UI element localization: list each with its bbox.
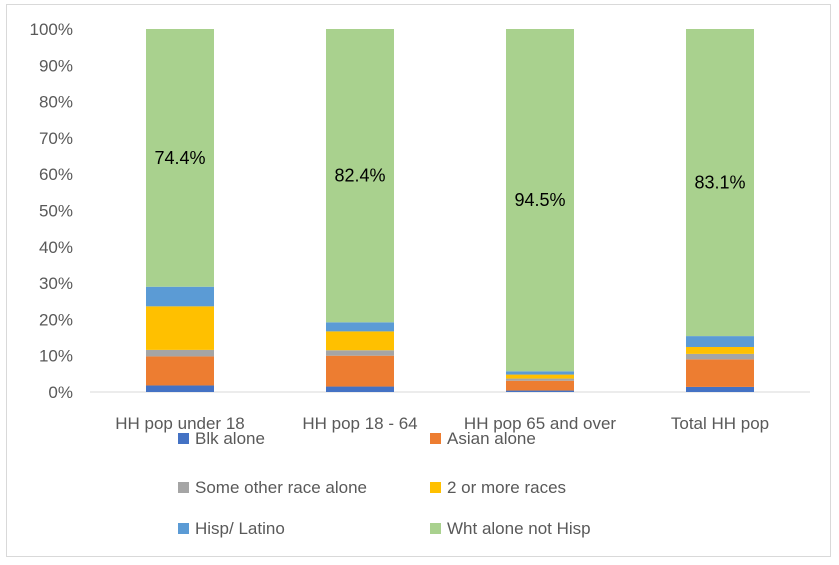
bar-segment	[506, 371, 574, 375]
data-label: 94.5%	[514, 190, 565, 210]
legend-label: Some other race alone	[195, 478, 367, 497]
bar-segment	[686, 346, 754, 354]
y-tick-label: 30%	[39, 274, 73, 293]
y-tick-label: 10%	[39, 347, 73, 366]
y-axis: 0% 10% 20% 30% 40% 50% 60% 70% 80% 90% 100%	[30, 20, 73, 402]
bar-segment	[506, 390, 574, 392]
y-tick-label: 70%	[39, 129, 73, 148]
legend-swatch	[430, 523, 441, 534]
bar-segment	[146, 286, 214, 307]
data-label: 83.1%	[694, 173, 745, 193]
legend-item: Asian alone	[430, 429, 536, 448]
y-tick-label: 50%	[39, 202, 73, 221]
bar-segment	[506, 380, 574, 391]
bar-segment	[146, 385, 214, 392]
data-label: 74.4%	[154, 148, 205, 168]
bar-segment	[326, 331, 394, 351]
data-labels: 74.4% 82.4% 94.5% 83.1%	[154, 148, 745, 210]
x-tick-label: Total HH pop	[671, 414, 769, 433]
bar-segment	[146, 356, 214, 386]
bar-segment	[326, 350, 394, 356]
bar-segment	[686, 336, 754, 347]
legend-item: Hisp/ Latino	[178, 519, 285, 538]
legend-item: Some other race alone	[178, 478, 367, 497]
bar-segment	[506, 378, 574, 381]
bar-segment	[506, 374, 574, 379]
bar-segment	[326, 355, 394, 387]
legend-label: Asian alone	[447, 429, 536, 448]
y-tick-label: 0%	[48, 383, 73, 402]
bar-segment	[326, 322, 394, 332]
x-tick-label: HH pop 18 - 64	[302, 414, 417, 433]
legend: Blk alone Asian alone Some other race alon…	[178, 429, 591, 538]
y-tick-label: 60%	[39, 165, 73, 184]
bar-segment	[506, 29, 574, 372]
bar-segment	[326, 386, 394, 392]
legend-label: 2 or more races	[447, 478, 566, 497]
legend-swatch	[430, 482, 441, 493]
x-tick-label: HH pop 65 and over	[464, 414, 616, 433]
legend-item: 2 or more races	[430, 478, 566, 497]
bar-segment	[686, 359, 754, 387]
bar-segment	[686, 353, 754, 360]
y-tick-label: 80%	[39, 93, 73, 112]
legend-swatch	[178, 482, 189, 493]
legend-label: Hisp/ Latino	[195, 519, 285, 538]
legend-swatch	[430, 433, 441, 444]
y-tick-label: 40%	[39, 238, 73, 257]
bar-segment	[146, 29, 214, 287]
x-tick-label: HH pop under 18	[115, 414, 244, 433]
y-tick-label: 20%	[39, 310, 73, 329]
bar-segment	[146, 306, 214, 350]
bar-segment	[326, 29, 394, 323]
legend-item: Wht alone not Hisp	[430, 519, 591, 538]
bar-segment	[686, 386, 754, 392]
legend-swatch	[178, 433, 189, 444]
legend-item: Blk alone	[178, 429, 265, 448]
y-tick-label: 90%	[39, 56, 73, 75]
data-label: 82.4%	[334, 166, 385, 186]
legend-label: Wht alone not Hisp	[447, 519, 591, 538]
legend-label: Blk alone	[195, 429, 265, 448]
bar-segment	[146, 349, 214, 357]
legend-swatch	[178, 523, 189, 534]
bar-segment	[686, 29, 754, 337]
y-tick-label: 100%	[30, 20, 73, 39]
x-axis: HH pop under 18 HH pop 18 - 64 HH pop 65 a…	[115, 414, 769, 433]
plot-area	[146, 29, 754, 392]
